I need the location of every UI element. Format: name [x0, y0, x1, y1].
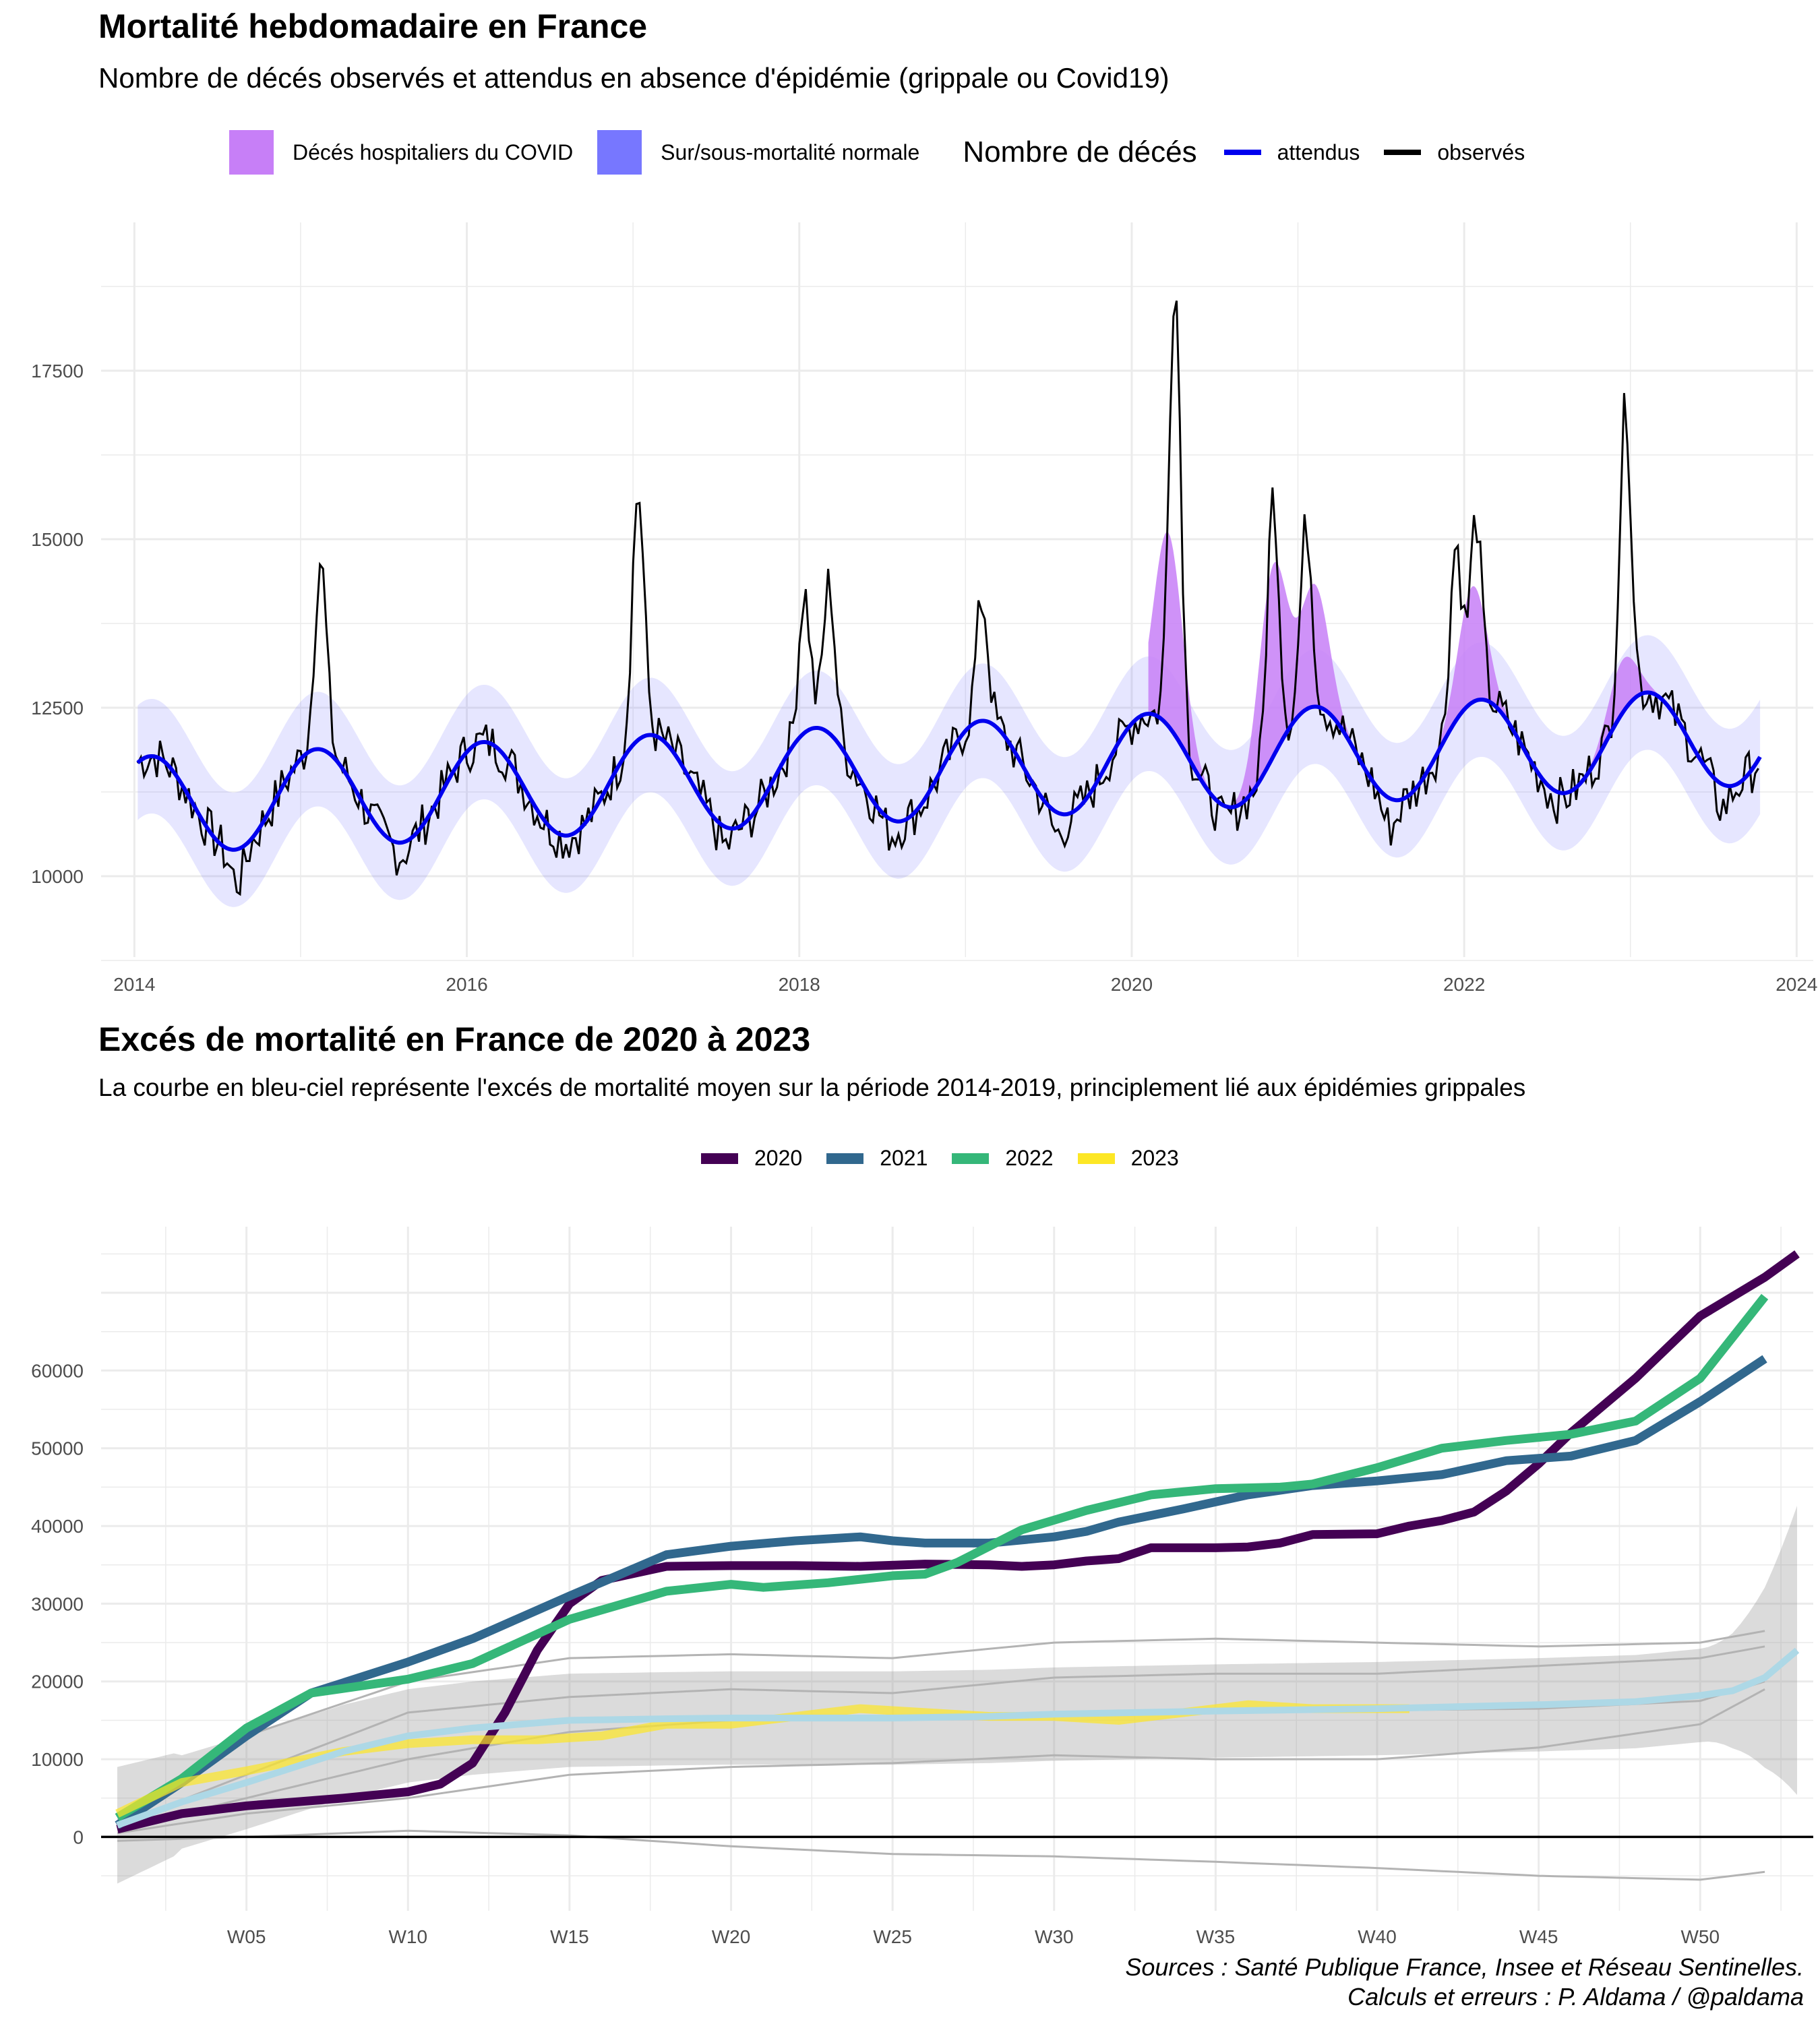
y-tick-label: 15000 — [31, 529, 84, 550]
y-tick-label: 12500 — [31, 698, 84, 718]
legend-label-covid: Décés hospitaliers du COVID — [293, 140, 574, 164]
observed-deaths-line — [136, 300, 1759, 896]
average-confidence-band — [117, 1506, 1797, 1884]
y-tick-label: 0 — [73, 1827, 84, 1847]
y-tick-label: 17500 — [31, 361, 84, 381]
series-line-2020 — [116, 1250, 1800, 1834]
x-tick-label: 2024 — [1776, 974, 1817, 995]
background-year-line — [117, 1645, 1765, 1827]
legend-line-2023 — [1077, 1153, 1115, 1164]
legend-swatch-normal — [597, 130, 642, 175]
y-tick-label: 30000 — [31, 1593, 84, 1614]
chart2-title: Excés de mortalité en France de 2020 à 2… — [98, 1020, 811, 1058]
background-year-line — [117, 1630, 1765, 1822]
legend-line-2021 — [826, 1153, 864, 1164]
legend-item-expected: attendus — [1223, 140, 1360, 165]
normal-mortality-band — [138, 635, 1761, 907]
x-tick-label: W15 — [550, 1926, 589, 1947]
x-tick-label: W45 — [1519, 1926, 1558, 1947]
legend-item-observed: observés — [1384, 140, 1525, 165]
legend-label-observed: observés — [1437, 140, 1525, 164]
legend-line-observed — [1384, 150, 1422, 155]
x-tick-label: W10 — [388, 1926, 427, 1947]
x-tick-label: W50 — [1680, 1926, 1720, 1947]
legend-line-2022 — [952, 1153, 990, 1164]
expected-deaths-line — [136, 690, 1762, 852]
legend-swatch-covid — [229, 130, 274, 175]
covid-hospital-deaths-area — [1148, 532, 1713, 807]
series-line-2022 — [115, 1293, 1769, 1822]
x-tick-label: W20 — [712, 1926, 751, 1947]
legend-item-2020: 2020 — [701, 1146, 802, 1171]
legend-label-2020: 2020 — [754, 1146, 803, 1170]
legend-label-expected: attendus — [1277, 140, 1360, 164]
x-tick-label: W30 — [1035, 1926, 1074, 1947]
legend-item-2022: 2022 — [952, 1146, 1054, 1171]
legend-label-2023: 2023 — [1130, 1146, 1179, 1170]
average-2014-2019-line — [116, 1647, 1800, 1829]
legend-title-deaths: Nombre de décés — [963, 135, 1197, 168]
chart1-subtitle: Nombre de décés observés et attendus en … — [98, 62, 1170, 94]
x-tick-label: 2016 — [446, 974, 487, 995]
chart1-title: Mortalité hebdomadaire en France — [98, 7, 648, 45]
chart1-legend: Décés hospitaliers du COVID Sur/sous-mor… — [229, 130, 1549, 175]
y-tick-label: 60000 — [31, 1360, 84, 1381]
x-tick-label: W05 — [227, 1926, 266, 1947]
legend-label-2021: 2021 — [880, 1146, 928, 1170]
y-tick-label: 10000 — [31, 1749, 84, 1770]
legend-label-2022: 2022 — [1005, 1146, 1054, 1170]
x-tick-label: 2014 — [113, 974, 155, 995]
x-tick-label: W40 — [1358, 1926, 1397, 1947]
x-tick-label: W35 — [1196, 1926, 1236, 1947]
y-tick-label: 50000 — [31, 1438, 84, 1459]
legend-item-2023: 2023 — [1077, 1146, 1179, 1171]
y-tick-label: 10000 — [31, 866, 84, 887]
chart2-legend: 2020 2021 2022 2023 — [701, 1146, 1203, 1171]
legend-line-expected — [1223, 150, 1261, 155]
background-year-line — [117, 1688, 1765, 1835]
background-year-line — [117, 1829, 1765, 1881]
x-tick-label: 2022 — [1443, 974, 1485, 995]
x-tick-label: 2020 — [1111, 974, 1153, 995]
y-tick-label: 20000 — [31, 1672, 84, 1692]
legend-label-normal: Sur/sous-mortalité normale — [661, 140, 920, 164]
legend-line-2020 — [701, 1153, 738, 1164]
y-tick-label: 40000 — [31, 1516, 84, 1537]
legend-item-2021: 2021 — [826, 1146, 928, 1171]
source-line-2: Calculs et erreurs : P. Aldama / @paldam… — [1347, 1983, 1804, 2011]
source-line-1: Sources : Santé Publique France, Insee e… — [1125, 1953, 1804, 1981]
chart2-subtitle: La courbe en bleu-ciel représente l'excé… — [98, 1074, 1526, 1101]
x-tick-label: W25 — [873, 1926, 912, 1947]
legend-item-normal: Sur/sous-mortalité normale — [597, 130, 919, 175]
legend-item-covid: Décés hospitaliers du COVID — [229, 130, 573, 175]
x-tick-label: 2018 — [779, 974, 820, 995]
